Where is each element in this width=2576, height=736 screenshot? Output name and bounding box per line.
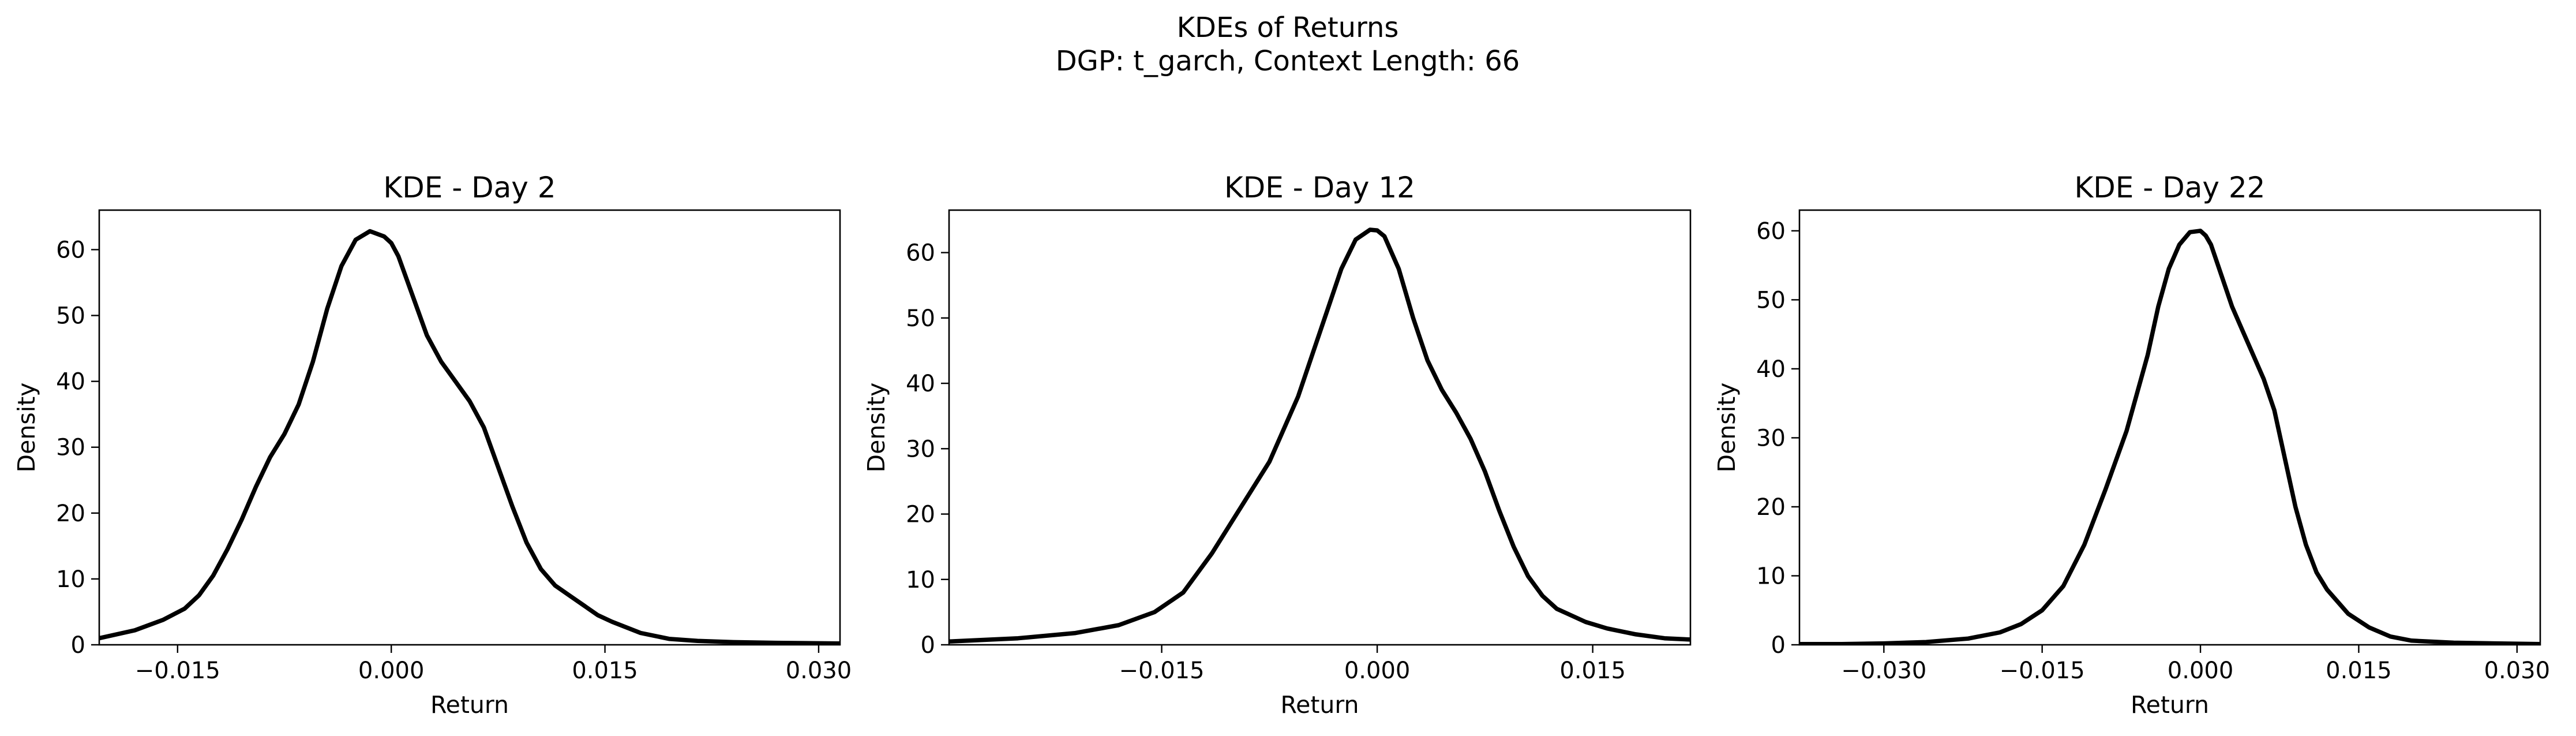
y-tick-label: 40 bbox=[56, 369, 85, 395]
kde-panel-day-22: KDE - Day 22 Return Density −0.030 −0.015… bbox=[1713, 171, 2550, 719]
kde-curve bbox=[949, 227, 1690, 644]
y-tick-label: 40 bbox=[906, 371, 935, 397]
x-axis-label: Return bbox=[1280, 691, 1359, 719]
x-tick-label: −0.015 bbox=[135, 657, 220, 684]
y-tick-label: 30 bbox=[56, 435, 85, 461]
x-tick-label: 0.030 bbox=[786, 657, 852, 684]
y-tick-label: 30 bbox=[906, 436, 935, 462]
axes-frame bbox=[98, 209, 841, 646]
x-tick-label: −0.015 bbox=[2000, 657, 2085, 684]
figure-title: KDEs of Returns bbox=[1177, 12, 1399, 44]
kde-panel-day-2: KDE - Day 2 Return Density −0.015 0.000 0.… bbox=[13, 171, 852, 719]
axes-frame bbox=[948, 209, 1692, 646]
kde-curve bbox=[99, 229, 840, 645]
kde-panel-day-12: KDE - Day 12 Return Density −0.015 0.000 0… bbox=[863, 171, 1692, 719]
y-tick-label: 0 bbox=[1771, 632, 1786, 659]
x-tick-label: −0.015 bbox=[1119, 657, 1205, 684]
x-tick-label: 0.000 bbox=[2168, 657, 2234, 684]
y-tick-label: 50 bbox=[1756, 287, 1786, 313]
x-tick-label: 0.015 bbox=[2326, 657, 2392, 684]
y-tick-label: 50 bbox=[56, 303, 85, 330]
y-axis-label: Density bbox=[863, 383, 890, 473]
y-tick-label: 20 bbox=[1756, 494, 1786, 521]
panel-title: KDE - Day 12 bbox=[1224, 171, 1415, 204]
x-tick-label: −0.030 bbox=[1841, 657, 1926, 684]
y-tick-label: 20 bbox=[56, 500, 85, 527]
y-tick-label: 20 bbox=[906, 502, 935, 528]
x-axis-label: Return bbox=[2131, 691, 2209, 719]
x-tick-label: 0.015 bbox=[572, 657, 638, 684]
axes-frame bbox=[1798, 209, 2541, 646]
kde-curve bbox=[1799, 229, 2540, 645]
x-tick-label: 0.015 bbox=[1559, 657, 1626, 684]
y-tick-label: 10 bbox=[56, 566, 85, 593]
panel-title: KDE - Day 22 bbox=[2075, 171, 2266, 204]
y-axis-label: Density bbox=[1713, 383, 1741, 473]
y-tick-label: 0 bbox=[71, 632, 85, 659]
y-tick-label: 40 bbox=[1756, 356, 1786, 383]
y-tick-label: 10 bbox=[906, 567, 935, 593]
x-tick-label: 0.000 bbox=[358, 657, 425, 684]
y-tick-label: 50 bbox=[906, 305, 935, 332]
panel-title: KDE - Day 2 bbox=[383, 171, 556, 204]
y-tick-label: 60 bbox=[56, 237, 85, 263]
x-tick-label: 0.000 bbox=[1344, 657, 1411, 684]
x-axis-label: Return bbox=[430, 691, 509, 719]
y-axis-label: Density bbox=[13, 383, 40, 473]
y-tick-label: 30 bbox=[1756, 425, 1786, 451]
y-tick-label: 60 bbox=[1756, 218, 1786, 245]
x-tick-label: 0.030 bbox=[2484, 657, 2551, 684]
figure-subtitle: DGP: t_garch, Context Length: 66 bbox=[1056, 45, 1520, 77]
y-tick-label: 60 bbox=[906, 240, 935, 267]
y-tick-label: 0 bbox=[921, 632, 935, 659]
y-tick-label: 10 bbox=[1756, 563, 1786, 589]
